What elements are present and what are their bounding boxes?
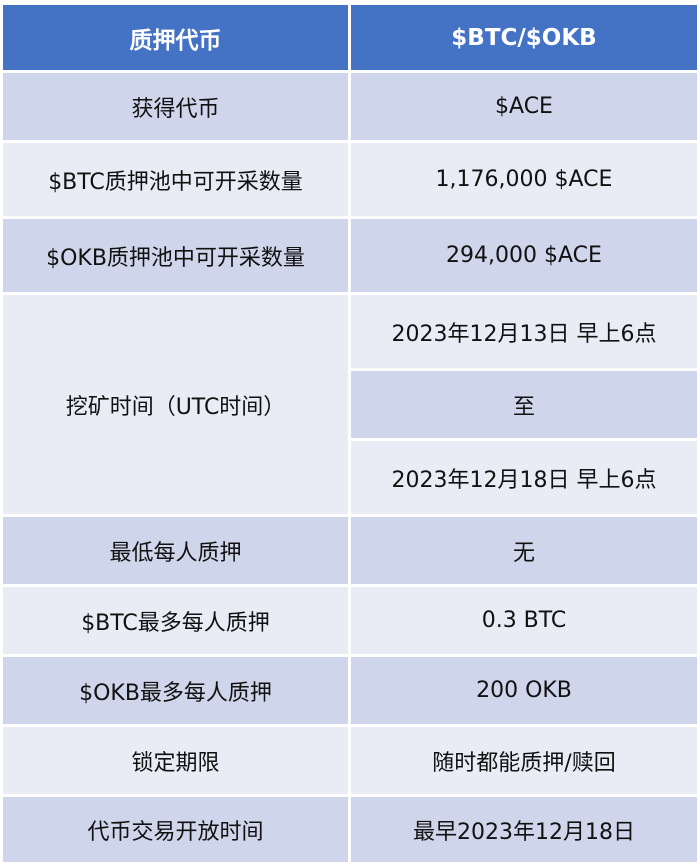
row-value: 0.3 BTC bbox=[351, 587, 697, 654]
row-label: $OKB最多每人质押 bbox=[3, 657, 348, 724]
row-label: 获得代币 bbox=[3, 73, 348, 140]
row-value: 最早2023年12月18日 bbox=[351, 797, 697, 862]
row-value: 2023年12月13日 早上6点 bbox=[351, 295, 697, 368]
row-value: 1,176,000 $ACE bbox=[351, 143, 697, 216]
row-label: 锁定期限 bbox=[3, 727, 348, 794]
row-value: 无 bbox=[351, 517, 697, 584]
row-label: $BTC质押池中可开采数量 bbox=[3, 143, 348, 216]
row-value: 200 OKB bbox=[351, 657, 697, 724]
row-label: 代币交易开放时间 bbox=[3, 797, 348, 862]
row-label: $BTC最多每人质押 bbox=[3, 587, 348, 654]
row-label: 最低每人质押 bbox=[3, 517, 348, 584]
row-value: 至 bbox=[351, 371, 697, 438]
header-col2: $BTC/$OKB bbox=[351, 5, 697, 70]
row-label: $OKB质押池中可开采数量 bbox=[3, 219, 348, 292]
row-value: 随时都能质押/赎回 bbox=[351, 727, 697, 794]
row-label: 挖矿时间（UTC时间） bbox=[3, 295, 348, 514]
header-col1: 质押代币 bbox=[3, 5, 348, 70]
row-value: $ACE bbox=[351, 73, 697, 140]
row-value: 2023年12月18日 早上6点 bbox=[351, 441, 697, 514]
row-value: 294,000 $ACE bbox=[351, 219, 697, 292]
